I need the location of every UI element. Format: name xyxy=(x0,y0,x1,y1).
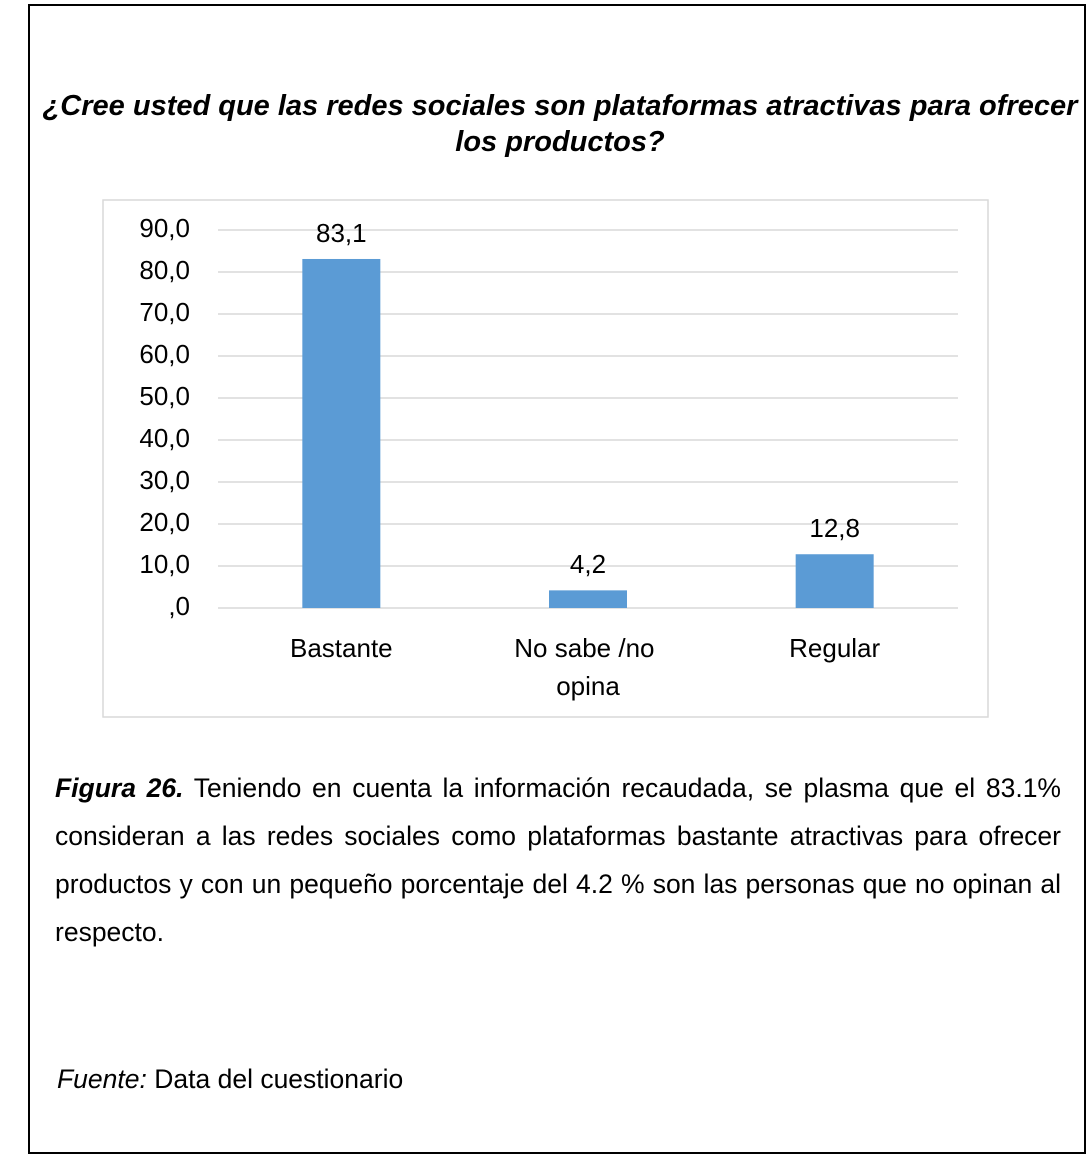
value-label: 83,1 xyxy=(316,218,367,248)
y-tick-label: 70,0 xyxy=(139,297,190,327)
bar xyxy=(795,554,874,608)
y-tick-label: 40,0 xyxy=(139,423,190,453)
source-label: Fuente: xyxy=(57,1064,147,1094)
y-tick-label: 50,0 xyxy=(139,381,190,411)
x-tick-label: No sabe /no opina xyxy=(514,633,661,701)
chart-title: ¿Cree usted que las redes sociales son p… xyxy=(42,90,1078,158)
source-text: Data del cuestionario xyxy=(154,1064,404,1094)
y-tick-label: 30,0 xyxy=(139,465,190,495)
y-tick-label: 90,0 xyxy=(139,213,190,243)
y-tick-label: 20,0 xyxy=(139,507,190,537)
x-tick-label: Regular xyxy=(789,633,880,663)
chart: ,0 10,0 20,0 30,0 40,0 50,0 60,0 70,0 80,0 90,0 Ba… xyxy=(102,199,989,718)
y-tick-label: 10,0 xyxy=(139,549,190,579)
y-tick-label: 80,0 xyxy=(139,255,190,285)
y-tick-label: ,0 xyxy=(168,591,190,621)
value-label: 12,8 xyxy=(809,513,860,543)
source: Fuente: Data del cuestionario xyxy=(57,1064,403,1095)
bar xyxy=(549,590,627,608)
bar xyxy=(302,258,381,608)
x-tick-label: Bastante xyxy=(290,633,393,663)
y-tick-label: 60,0 xyxy=(139,339,190,369)
chart-border xyxy=(102,199,989,718)
caption-label: Figura 26. xyxy=(55,773,184,803)
caption: Figura 26. Teniendo en cuenta la informa… xyxy=(55,764,1061,956)
value-label: 4,2 xyxy=(570,549,606,579)
caption-text: Teniendo en cuenta la información recaud… xyxy=(55,773,1061,947)
